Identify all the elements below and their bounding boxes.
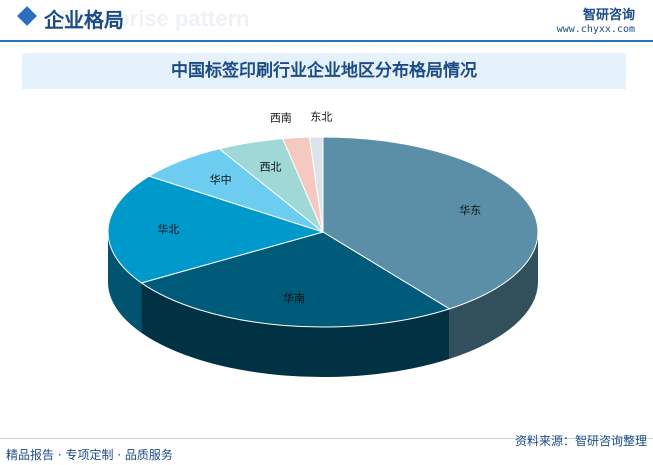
pie-slice [107,175,325,284]
header-line [0,40,653,42]
pie-slice [140,231,451,328]
pie-slice [322,136,539,310]
pie-side [141,282,450,377]
slice-label: 华中 [210,173,232,187]
slice-label: 华北 [157,222,179,236]
header-subtitle: Enterprise pattern [60,6,250,31]
logo: 智研咨询 [582,8,635,23]
title-box [22,53,626,89]
slice-label: 华南 [283,291,305,305]
slice-label: 西南 [270,111,292,124]
footer-slogan: 精品报告 · 专项定制 · 品质服务 [6,448,173,462]
pie-side [449,232,538,359]
header-title: 企业格局 [44,8,124,32]
slice-label: 华东 [459,203,481,217]
pie-side [108,232,142,333]
slice-label: 西北 [260,161,282,174]
slice-label: 东北 [310,111,332,124]
source: 资料来源：智研咨询整理 [514,434,647,448]
footer-line [0,438,653,439]
chart-title: 中国标签印刷行业企业地区分布格局情况 [171,61,477,81]
pie-slice [308,136,324,233]
site-url: www.chyxx.com [556,24,635,35]
